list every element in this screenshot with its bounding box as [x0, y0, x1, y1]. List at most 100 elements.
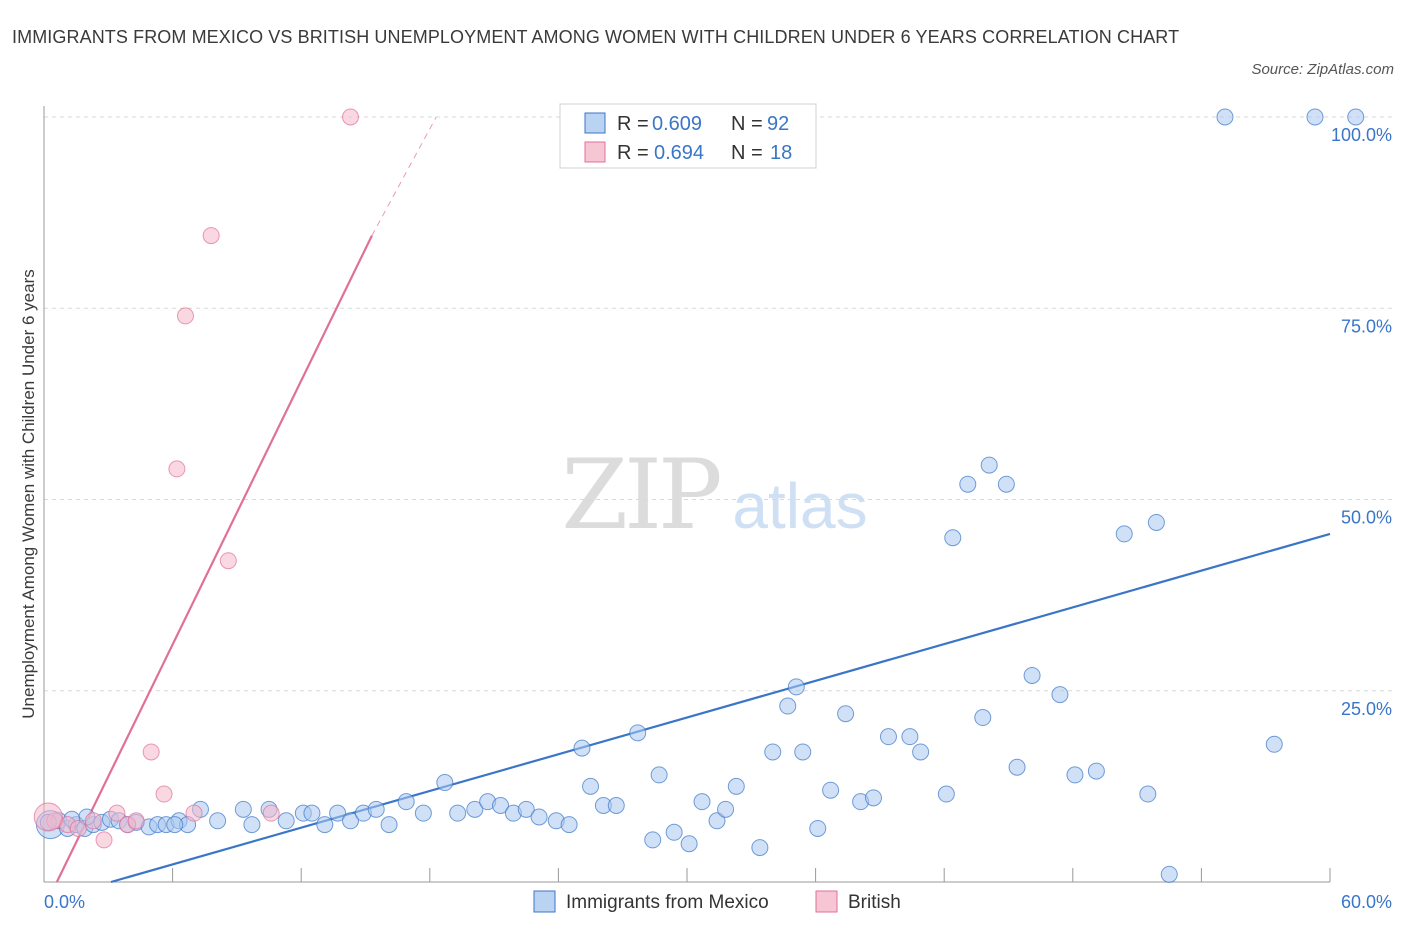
- watermark-atlas: atlas: [732, 470, 867, 542]
- point-blue: [466, 800, 484, 818]
- point-blue: [243, 816, 261, 834]
- legend-r-value-blue: 0.609: [652, 113, 702, 135]
- point-blue: [997, 475, 1015, 493]
- point-pink: [142, 743, 160, 761]
- point-blue: [912, 743, 930, 761]
- point-blue: [492, 797, 510, 814]
- point-blue: [650, 766, 668, 784]
- point-blue: [234, 800, 252, 818]
- point-blue: [277, 812, 295, 830]
- point-pink: [341, 108, 359, 126]
- point-pink: [95, 831, 113, 849]
- point-pink: [108, 804, 126, 822]
- legend-r-label-pink: R =: [617, 142, 649, 164]
- point-blue: [901, 728, 919, 746]
- point-blue: [1139, 785, 1157, 803]
- legend-n-label-blue: N =: [731, 113, 763, 135]
- point-blue: [1216, 108, 1234, 126]
- point-blue: [209, 812, 227, 830]
- point-blue: [680, 835, 698, 853]
- point-blue: [367, 800, 385, 818]
- y-tick-label: 75.0%: [1341, 316, 1392, 336]
- gridlines: [44, 116, 1392, 692]
- point-blue: [644, 831, 662, 849]
- point-blue: [959, 475, 977, 493]
- y-tick-label: 100.0%: [1331, 125, 1392, 145]
- point-blue: [1115, 525, 1133, 543]
- point-blue: [822, 781, 840, 799]
- legend-swatch-blue: [584, 112, 606, 134]
- point-blue: [517, 800, 535, 818]
- point-blue: [1306, 108, 1324, 126]
- bottom-legend-label-pink: British: [848, 892, 901, 913]
- bottom-legend-swatch-pink: [815, 890, 838, 913]
- bottom-legend-swatch-blue: [533, 890, 556, 913]
- point-blue: [560, 816, 578, 834]
- point-blue: [787, 678, 805, 696]
- point-blue: [316, 816, 334, 834]
- trend-line-extension-pink: [371, 116, 437, 236]
- point-blue: [809, 819, 827, 837]
- point-blue: [665, 823, 683, 841]
- point-blue: [693, 793, 711, 811]
- legend-n-value-blue: 92: [767, 113, 789, 135]
- bottom-legend-label-blue: Immigrants from Mexico: [566, 892, 769, 913]
- point-blue: [937, 785, 955, 803]
- point-pink: [155, 785, 173, 803]
- point-pink: [176, 307, 194, 325]
- point-blue: [607, 797, 625, 814]
- point-blue: [779, 697, 797, 715]
- chart-title: IMMIGRANTS FROM MEXICO VS BRITISH UNEMPL…: [12, 27, 1180, 47]
- y-tick-label: 25.0%: [1341, 699, 1392, 719]
- point-blue: [414, 804, 432, 822]
- point-blue: [879, 728, 897, 746]
- point-pink: [185, 804, 203, 822]
- legend-n-label-pink: N =: [731, 142, 763, 164]
- point-blue: [629, 724, 647, 742]
- y-tick-labels: 25.0% 50.0% 75.0% 100.0%: [1331, 125, 1392, 719]
- point-pink: [69, 819, 87, 837]
- point-blue: [1066, 766, 1084, 784]
- point-blue: [573, 739, 591, 757]
- trend-line-blue: [110, 532, 1331, 884]
- point-pink: [127, 812, 145, 830]
- point-blue: [436, 774, 454, 792]
- point-blue: [717, 800, 735, 818]
- point-blue: [449, 804, 467, 822]
- point-blue: [1023, 666, 1041, 684]
- point-pink: [84, 812, 102, 830]
- point-blue: [329, 804, 347, 822]
- point-blue: [1160, 865, 1178, 883]
- point-blue: [1265, 735, 1283, 753]
- correlation-legend: R = 0.609 N = 92 R = 0.694 N = 18: [559, 103, 817, 169]
- point-blue: [1008, 758, 1026, 776]
- point-blue: [864, 789, 882, 807]
- point-blue: [530, 808, 548, 826]
- point-blue: [341, 812, 359, 830]
- legend-swatch-pink: [584, 141, 606, 163]
- legend-r-label-blue: R =: [617, 113, 649, 135]
- point-blue: [1347, 108, 1365, 126]
- point-blue: [727, 777, 745, 795]
- point-blue: [980, 456, 998, 474]
- point-blue: [1147, 513, 1165, 531]
- point-blue: [944, 529, 962, 547]
- point-blue: [708, 812, 726, 830]
- point-blue: [751, 839, 769, 857]
- y-tick-label: 50.0%: [1341, 508, 1392, 528]
- point-pink: [262, 804, 280, 822]
- point-pink: [219, 552, 237, 570]
- watermark-zip: ZIP: [561, 439, 720, 551]
- point-blue: [974, 709, 992, 727]
- series-legend: Immigrants from Mexico British: [533, 890, 901, 913]
- x-tick-label-min: 0.0%: [44, 892, 85, 912]
- point-blue: [582, 777, 600, 795]
- data-points: [33, 108, 1365, 883]
- point-pink: [202, 227, 220, 245]
- point-blue: [166, 816, 184, 834]
- point-blue: [1087, 762, 1105, 780]
- point-blue: [397, 793, 415, 811]
- y-axis-label: Unemployment Among Women with Children U…: [19, 269, 38, 718]
- trend-line-pink: [55, 235, 373, 883]
